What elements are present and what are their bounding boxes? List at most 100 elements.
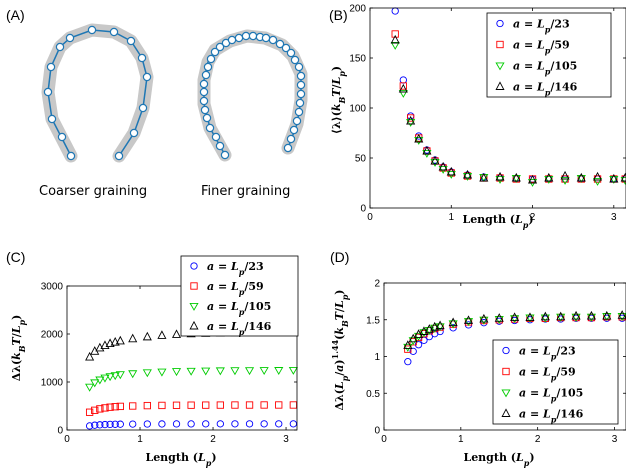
data-point-triangle-down — [85, 383, 95, 392]
bead-node — [203, 62, 213, 72]
data-point-square — [245, 401, 254, 409]
bead-node — [210, 47, 220, 57]
data-point-triangle-down — [274, 367, 284, 375]
data-point-square — [96, 405, 104, 413]
data-point-triangle-up — [462, 169, 473, 179]
legend-entry: a = Lp/105 — [519, 387, 583, 404]
ylabel-b: ⟨λ⟩(kBT/Lp) — [330, 66, 347, 134]
bead-node — [296, 80, 306, 90]
x-tick-label: 0 — [64, 434, 70, 445]
data-point-triangle-up — [620, 172, 626, 182]
data-point-triangle-up — [157, 330, 167, 339]
data-point-triangle-down — [571, 313, 581, 322]
data-point-triangle-down — [511, 174, 521, 183]
y-tick-label: 1 — [374, 352, 380, 363]
bead-node — [215, 141, 225, 151]
bead-node — [296, 71, 306, 81]
bead-node — [199, 79, 209, 89]
x-tick-label: 0 — [381, 434, 387, 445]
data-point-triangle-up — [85, 351, 95, 361]
data-point-triangle-up — [390, 34, 400, 44]
bead-node — [199, 96, 209, 106]
legend-box — [486, 12, 612, 98]
data-point-triangle-down — [171, 368, 182, 377]
bead-node — [66, 151, 76, 161]
data-point-circle — [399, 76, 407, 84]
data-point-triangle-up — [586, 310, 596, 320]
svg-text:Δλ(kBT/Lp): Δλ(kBT/Lp) — [10, 315, 27, 382]
data-point-triangle-up — [171, 329, 182, 338]
bead-node — [109, 27, 119, 37]
legend-entry: a = Lp/105 — [513, 60, 577, 77]
legend-entry: a = Lp/146 — [513, 81, 578, 98]
bead-node — [281, 43, 291, 53]
panel-label-a: (A) — [6, 7, 25, 23]
legend-marker-triangle-up — [501, 408, 511, 417]
bead-node — [261, 33, 271, 43]
data-point-triangle-down — [100, 374, 110, 383]
legend-entry: a = Lp/23 — [513, 18, 570, 35]
data-point-triangle-up — [406, 115, 416, 125]
data-point-triangle-up — [609, 173, 619, 183]
data-point-triangle-down — [556, 313, 566, 322]
data-point-square — [202, 401, 210, 409]
legend-entry: a = Lp/105 — [207, 300, 271, 317]
data-point-circle — [231, 420, 239, 428]
bead-node — [114, 151, 124, 161]
data-point-square — [275, 401, 283, 409]
data-point-triangle-up — [463, 315, 474, 324]
data-point-square — [187, 401, 195, 409]
svg-text:⟨λ⟩(kBT/Lp): ⟨λ⟩(kBT/Lp) — [330, 66, 347, 134]
data-point-triangle-up — [430, 155, 440, 165]
data-point-square — [91, 406, 99, 414]
data-point-triangle-up — [479, 313, 489, 323]
y-tick-label: 100 — [349, 104, 366, 115]
data-point-square — [106, 403, 114, 411]
data-point-triangle-down — [560, 176, 570, 185]
data-point-triangle-down — [448, 320, 458, 329]
data-point-square — [216, 401, 224, 409]
bead-node — [201, 70, 211, 80]
data-point-triangle-down — [398, 89, 408, 98]
bead-node — [292, 116, 302, 126]
data-point-triangle-up — [446, 166, 456, 176]
panel-label-b: (B) — [329, 7, 348, 23]
bead-node — [290, 55, 300, 65]
legend-box — [492, 339, 619, 425]
data-point-triangle-down — [110, 372, 120, 381]
legend-marker-triangle-down — [495, 62, 505, 71]
data-point-triangle-down — [390, 41, 400, 50]
bead-node — [295, 98, 305, 108]
data-point-triangle-down — [540, 314, 550, 323]
y-tick-label: 2 — [374, 279, 380, 290]
bead-node — [57, 132, 67, 142]
legend-box — [180, 255, 299, 337]
data-point-triangle-down — [244, 367, 255, 376]
x-tick-label: 2 — [530, 212, 536, 223]
data-point-triangle-down — [463, 318, 474, 327]
data-point-triangle-down — [414, 136, 424, 145]
y-tick-label: 50 — [355, 154, 367, 165]
data-point-circle — [116, 420, 124, 428]
bead-node — [248, 31, 258, 41]
y-tick-label: 200 — [349, 4, 366, 15]
bead-node — [129, 128, 139, 138]
data-point-circle — [96, 421, 104, 429]
data-point-triangle-up — [540, 311, 550, 321]
data-point-square — [399, 82, 407, 90]
x-tick-label: 2 — [210, 434, 216, 445]
data-point-circle — [187, 420, 195, 428]
svg-text:Δλ(Lp/a)1.44(kBT/Lp): Δλ(Lp/a)1.44(kBT/Lp) — [330, 289, 350, 410]
legend-marker-triangle-up — [189, 320, 199, 330]
svg-text:Length (Lp): Length (Lp) — [462, 213, 533, 230]
data-point-triangle-up — [95, 342, 105, 352]
coarse-caption: Coarser graining — [39, 184, 147, 199]
data-point-square — [129, 402, 137, 410]
data-point-triangle-down — [408, 337, 418, 346]
bead-node — [234, 33, 244, 43]
legend-entry: a = Lp/23 — [519, 345, 576, 362]
data-point-triangle-down — [288, 366, 298, 375]
data-point-circle — [409, 347, 417, 356]
x-tick-label: 1 — [458, 434, 464, 445]
data-point-circle — [260, 420, 268, 428]
